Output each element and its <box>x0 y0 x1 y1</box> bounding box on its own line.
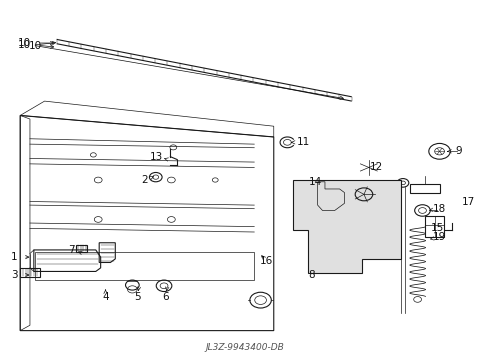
Text: 15: 15 <box>429 224 443 233</box>
Text: 5: 5 <box>134 292 140 302</box>
Polygon shape <box>293 180 400 273</box>
Text: JL3Z-9943400-DB: JL3Z-9943400-DB <box>204 343 284 352</box>
Text: 1: 1 <box>11 252 18 262</box>
Text: 14: 14 <box>308 177 321 187</box>
Text: 11: 11 <box>296 138 309 147</box>
Text: 13: 13 <box>150 152 163 162</box>
Text: 2: 2 <box>141 175 147 185</box>
Text: 10: 10 <box>29 41 42 50</box>
Text: 9: 9 <box>455 146 462 156</box>
Text: 19: 19 <box>432 232 445 242</box>
Text: 17: 17 <box>461 197 474 207</box>
Text: 12: 12 <box>369 162 382 172</box>
Text: 8: 8 <box>308 270 314 280</box>
Text: 16: 16 <box>259 256 272 266</box>
Text: 7: 7 <box>68 245 75 255</box>
Text: 6: 6 <box>162 292 168 302</box>
Text: 18: 18 <box>432 204 445 214</box>
Text: 3: 3 <box>11 270 18 280</box>
Text: 4: 4 <box>102 292 109 302</box>
Text: 10: 10 <box>18 38 31 48</box>
Text: 10: 10 <box>18 40 31 50</box>
